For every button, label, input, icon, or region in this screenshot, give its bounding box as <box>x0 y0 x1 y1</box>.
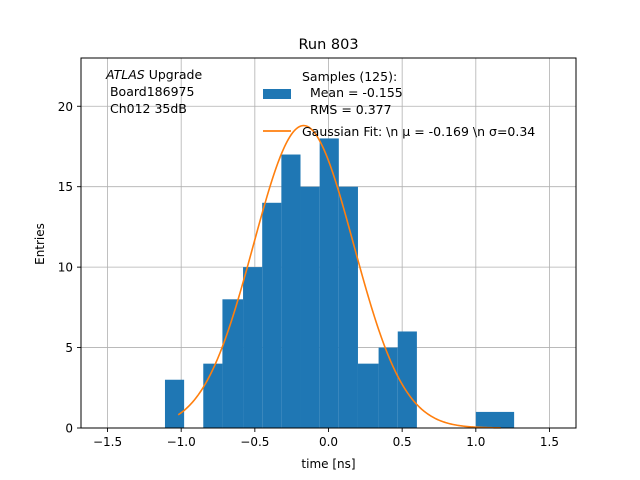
x-axis-label: time [ns] <box>301 457 355 471</box>
chart-title: Run 803 <box>298 37 358 53</box>
y-axis-label: Entries <box>33 223 47 265</box>
histogram-bar-9 <box>357 363 379 428</box>
x-tick-label-4: 0.5 <box>393 435 412 449</box>
x-tick-label-5: 1.0 <box>466 435 485 449</box>
y-tick-label-1: 5 <box>65 341 73 355</box>
histogram-bar-6 <box>300 186 320 428</box>
y-axis-ticks: 0 5 10 15 20 <box>58 100 81 436</box>
x-tick-label-3: 0.0 <box>319 435 338 449</box>
histogram-bar-4 <box>262 202 282 428</box>
y-tick-label-4: 20 <box>58 100 73 114</box>
annotation-channel-label: Ch012 35dB <box>106 101 187 116</box>
legend-histogram-swatch <box>263 89 291 99</box>
fit-line <box>177 124 501 429</box>
x-tick-label-2: −0.5 <box>240 435 269 449</box>
annotation-upgrade-label: Upgrade <box>145 67 203 82</box>
y-tick-label-0: 0 <box>65 422 73 436</box>
legend-histogram-line-3: RMS = 0.377 <box>302 102 392 117</box>
atlas-annotation: ATLAS Upgrade Board186975 Ch012 35dB <box>105 67 202 116</box>
histogram-bar-8 <box>338 186 358 428</box>
annotation-atlas-label: ATLAS <box>105 67 145 82</box>
legend-fit-label: Gaussian Fit: \n μ = -0.169 \n σ=0.34 <box>302 124 535 139</box>
histogram-bar-0 <box>164 379 185 428</box>
y-tick-label-3: 15 <box>58 180 73 194</box>
histogram-bar-1 <box>203 363 223 428</box>
histogram-bars <box>164 138 515 429</box>
x-tick-label-1: −1.0 <box>167 435 196 449</box>
legend-histogram-line-2: Mean = -0.155 <box>302 85 403 100</box>
svg-text:ATLAS Upgrade: ATLAS Upgrade <box>105 67 202 82</box>
histogram-bar-3 <box>243 267 263 428</box>
y-tick-label-2: 10 <box>58 261 73 275</box>
legend-histogram-line-1: Samples (125): <box>302 69 397 84</box>
histogram-bar-7 <box>319 138 339 428</box>
histogram-bar-10 <box>378 347 398 428</box>
histogram-bar-5 <box>281 154 301 429</box>
legend: Samples (125): Mean = -0.155 RMS = 0.377… <box>263 69 535 139</box>
x-axis-ticks: −1.5 −1.0 −0.5 0.0 0.5 1.0 1.5 <box>93 428 559 449</box>
histogram-bar-12 <box>475 411 515 428</box>
annotation-board-label: Board186975 <box>106 84 194 99</box>
histogram-bar-11 <box>397 331 417 428</box>
x-tick-label-0: −1.5 <box>93 435 122 449</box>
gaussian-fit-curve <box>177 124 501 429</box>
x-tick-label-6: 1.5 <box>540 435 559 449</box>
